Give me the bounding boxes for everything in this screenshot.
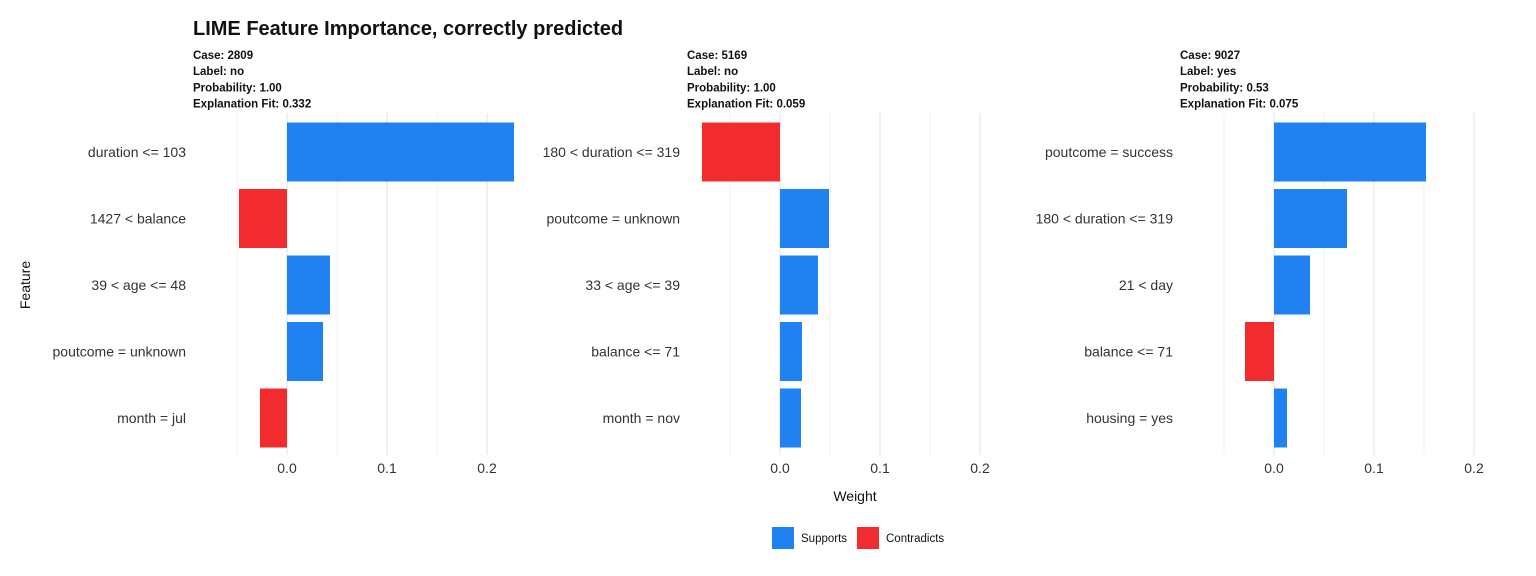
chart-title: LIME Feature Importance, correctly predi… (193, 18, 623, 40)
feature-label: 33 < age <= 39 (585, 277, 680, 293)
facet-panel-2: Case: 5169 Label: no Probability: 1.00 Expl… (543, 50, 990, 476)
feature-label: housing = yes (1086, 410, 1173, 426)
bar-supports (780, 388, 801, 448)
panel-subtitle-line: Case: 5169 (687, 50, 747, 62)
legend: Supports Contradicts (772, 527, 944, 549)
legend-label-contradicts: Contradicts (886, 533, 944, 545)
bar-contradicts (702, 122, 780, 182)
legend-swatch-contradicts (857, 527, 879, 549)
legend-swatch-supports (772, 527, 794, 549)
panel-subtitle-line: Probability: 1.00 (193, 82, 282, 94)
feature-label: 1427 < balance (90, 211, 186, 227)
bar-contradicts (260, 388, 287, 448)
panel-subtitle-line: Explanation Fit: 0.059 (687, 99, 805, 111)
panel-subtitle-line: Probability: 0.53 (1180, 82, 1269, 94)
facet-panel-1: Case: 2809 Label: no Probability: 1.00 Expl… (53, 50, 514, 476)
y-axis-title: Feature (17, 261, 33, 309)
x-axis-title: Weight (833, 488, 876, 504)
x-tick-label: 0.2 (1464, 460, 1484, 476)
panel-subtitle-line: Probability: 1.00 (687, 82, 776, 94)
panel-subtitle-line: Case: 2809 (193, 50, 253, 62)
x-tick-label: 0.0 (1264, 460, 1284, 476)
bar-contradicts (1245, 322, 1274, 381)
x-tick-label: 0.0 (770, 460, 790, 476)
x-tick-label: 0.1 (870, 460, 890, 476)
feature-label: month = nov (603, 410, 680, 426)
feature-label: 180 < duration <= 319 (543, 144, 681, 160)
feature-label: 39 < age <= 48 (91, 277, 186, 293)
bar-supports (780, 189, 829, 248)
x-tick-label: 0.1 (1364, 460, 1384, 476)
bar-supports (1274, 255, 1310, 315)
x-tick-label: 0.0 (277, 460, 297, 476)
feature-label: duration <= 103 (88, 144, 186, 160)
bar-supports (1274, 189, 1347, 248)
bar-supports (1274, 388, 1287, 448)
x-tick-label: 0.2 (970, 460, 990, 476)
feature-label: poutcome = unknown (547, 211, 680, 227)
x-tick-label: 0.1 (377, 460, 397, 476)
bar-supports (780, 322, 802, 381)
panel-subtitle-line: Label: no (687, 66, 738, 78)
feature-label: month = jul (117, 410, 186, 426)
bar-supports (780, 255, 818, 315)
facet-panels: Case: 2809 Label: no Probability: 1.00 Expl… (53, 50, 1484, 476)
legend-label-supports: Supports (801, 533, 847, 545)
panel-subtitle-line: Case: 9027 (1180, 50, 1240, 62)
feature-label: 21 < day (1119, 277, 1173, 293)
panel-subtitle-line: Label: no (193, 66, 244, 78)
panel-subtitle-line: Label: yes (1180, 66, 1236, 78)
facet-panel-3: Case: 9027 Label: yes Probability: 0.53 Exp… (1036, 50, 1484, 476)
bar-supports (1274, 122, 1426, 182)
panel-subtitle-line: Explanation Fit: 0.075 (1180, 99, 1299, 111)
panel-subtitle-line: Explanation Fit: 0.332 (193, 99, 311, 111)
bar-contradicts (239, 189, 287, 248)
bar-supports (287, 322, 323, 381)
bar-supports (287, 255, 330, 315)
feature-label: 180 < duration <= 319 (1036, 211, 1174, 227)
bar-supports (287, 122, 514, 182)
feature-label: balance <= 71 (1084, 344, 1173, 360)
feature-label: poutcome = unknown (53, 344, 186, 360)
feature-label: poutcome = success (1045, 144, 1173, 160)
x-tick-label: 0.2 (477, 460, 497, 476)
feature-label: balance <= 71 (591, 344, 680, 360)
